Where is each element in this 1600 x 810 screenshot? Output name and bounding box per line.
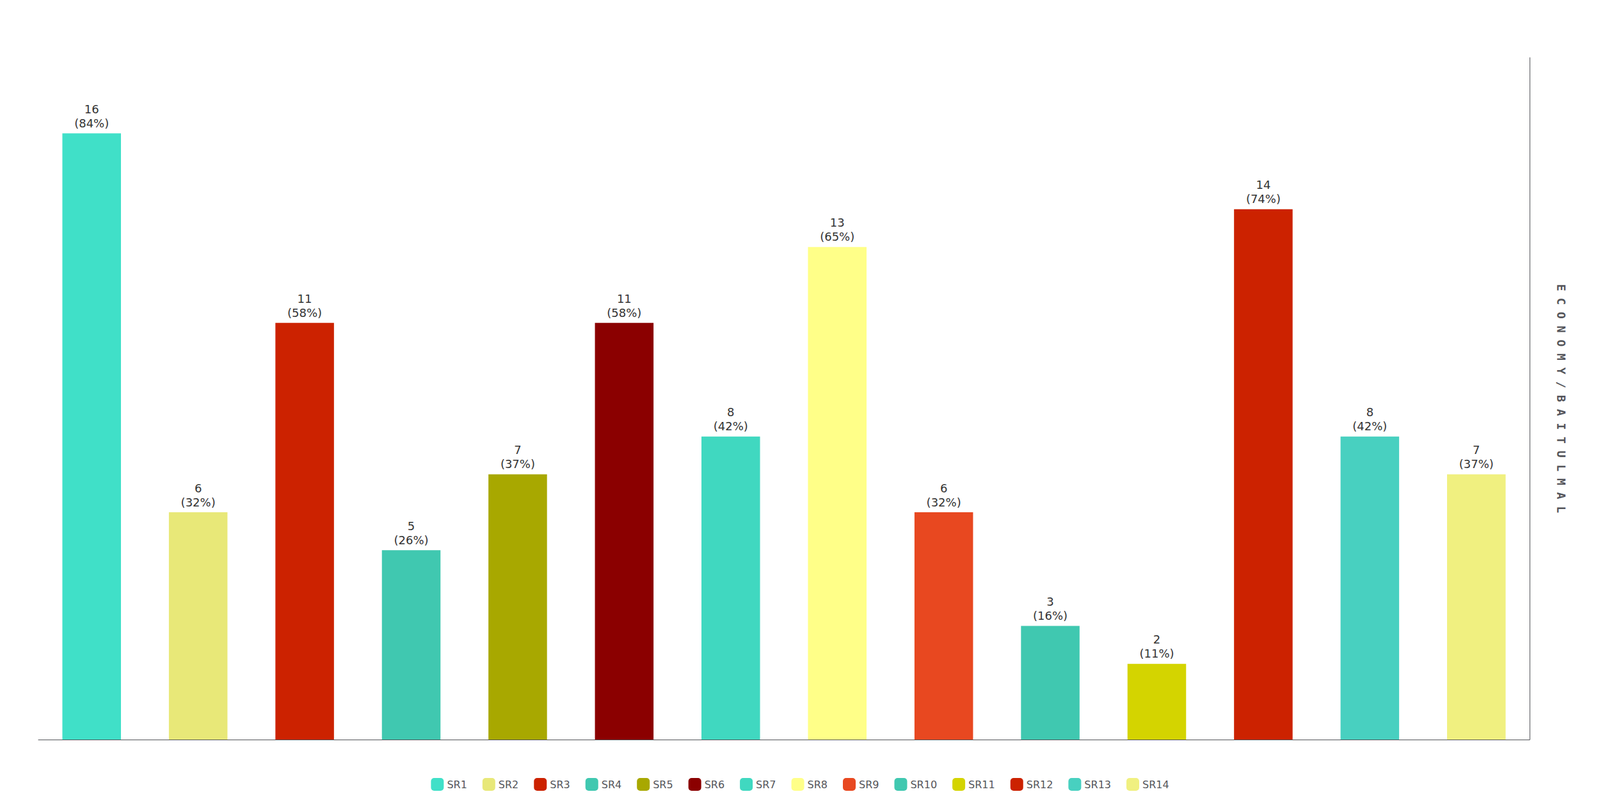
svg-text:SR7: SR7 <box>755 778 776 791</box>
svg-text:SR8: SR8 <box>807 778 828 791</box>
svg-text:11: 11 <box>616 291 632 306</box>
svg-text:SR5: SR5 <box>652 778 673 791</box>
svg-text:(37%): (37%) <box>500 456 536 471</box>
svg-text:SR3: SR3 <box>549 778 570 791</box>
svg-text:SR12: SR12 <box>1026 778 1054 791</box>
svg-text:7: 7 <box>513 442 521 457</box>
svg-text:SR11: SR11 <box>968 778 996 791</box>
svg-text:(58%): (58%) <box>606 305 642 320</box>
svg-text:SR13: SR13 <box>1084 778 1112 791</box>
svg-text:SR1: SR1 <box>446 778 467 791</box>
svg-text:(74%): (74%) <box>1246 192 1281 206</box>
svg-text:(11%): (11%) <box>1139 646 1174 660</box>
svg-text:3: 3 <box>1046 594 1054 608</box>
svg-text:(37%): (37%) <box>1459 456 1494 471</box>
svg-text:6: 6 <box>940 481 948 495</box>
svg-text:14: 14 <box>1255 177 1271 192</box>
svg-text:11: 11 <box>297 291 313 306</box>
svg-text:5: 5 <box>407 519 415 533</box>
svg-text:(84%): (84%) <box>74 116 109 130</box>
svg-text:SR2: SR2 <box>498 778 519 791</box>
svg-text:8: 8 <box>727 405 735 419</box>
svg-text:E C O N O M Y / B A I T U L M: E C O N O M Y / B A I T U L M A L <box>1554 284 1568 514</box>
svg-text:(26%): (26%) <box>393 533 429 547</box>
svg-text:(32%): (32%) <box>181 495 216 509</box>
svg-text:6: 6 <box>194 481 202 495</box>
svg-text:2: 2 <box>1153 632 1161 646</box>
svg-text:SR14: SR14 <box>1142 778 1170 791</box>
svg-text:(32%): (32%) <box>926 495 962 509</box>
svg-text:(65%): (65%) <box>819 229 855 244</box>
svg-text:(16%): (16%) <box>1032 608 1068 623</box>
svg-text:SR6: SR6 <box>704 778 725 791</box>
svg-text:SR10: SR10 <box>910 778 937 791</box>
svg-text:7: 7 <box>1472 442 1480 457</box>
svg-text:SR4: SR4 <box>601 778 622 791</box>
svg-text:16: 16 <box>84 102 100 116</box>
svg-text:(58%): (58%) <box>287 305 322 320</box>
svg-text:8: 8 <box>1366 405 1374 419</box>
svg-text:13: 13 <box>830 215 845 230</box>
svg-text:(42%): (42%) <box>1352 419 1387 433</box>
svg-text:SR9: SR9 <box>858 778 879 791</box>
svg-text:(42%): (42%) <box>713 419 749 433</box>
